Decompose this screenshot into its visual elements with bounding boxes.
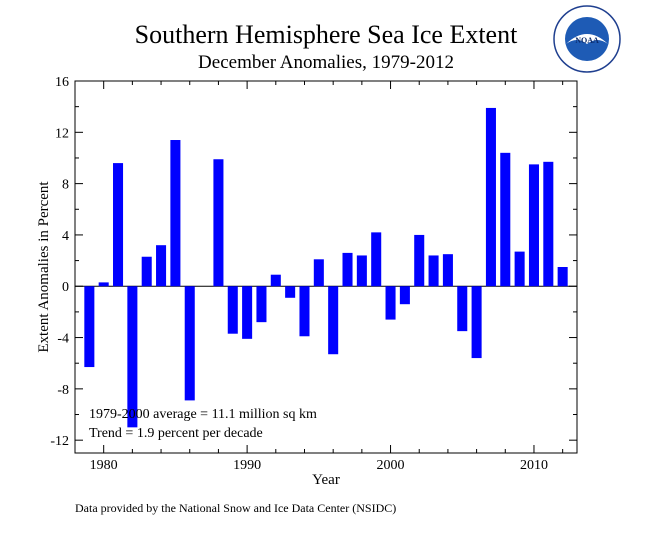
bar-2010 bbox=[528, 164, 539, 287]
x-tick-label-2010: 2010 bbox=[520, 458, 548, 473]
bar-2002 bbox=[414, 234, 425, 287]
y-tick-label-12: 12 bbox=[55, 126, 69, 141]
bar-1993 bbox=[285, 286, 296, 298]
bar-2001 bbox=[399, 286, 410, 305]
y-tick-label--4: -4 bbox=[57, 332, 69, 347]
bar-1986 bbox=[184, 286, 195, 401]
bar-2008 bbox=[500, 152, 511, 287]
bar-1994 bbox=[299, 286, 310, 337]
trend-annotation: Trend = 1.9 percent per decade bbox=[89, 426, 263, 441]
bar-2009 bbox=[514, 251, 525, 287]
bar-1981 bbox=[113, 163, 124, 287]
bar-1982 bbox=[127, 286, 138, 428]
y-tick-label-16: 16 bbox=[55, 75, 69, 90]
bar-1992 bbox=[270, 274, 281, 287]
bar-2000 bbox=[385, 286, 396, 320]
bar-1999 bbox=[371, 232, 382, 287]
bar-1998 bbox=[356, 255, 367, 287]
logo-text: NOAA bbox=[575, 36, 599, 45]
chart-subtitle: December Anomalies, 1979-2012 bbox=[198, 52, 454, 73]
bar-1980 bbox=[98, 282, 109, 287]
bar-2003 bbox=[428, 255, 439, 287]
data-credit: Data provided by the National Snow and I… bbox=[75, 501, 396, 515]
bars-group bbox=[84, 107, 568, 428]
x-tick-label-1990: 1990 bbox=[233, 458, 261, 473]
y-axis-label: Extent Anomalies in Percent bbox=[36, 181, 52, 353]
bar-2007 bbox=[485, 107, 496, 287]
x-axis-ticks: 1980 1990 2000 2010 bbox=[74, 81, 564, 473]
x-tick-label-1980: 1980 bbox=[90, 458, 118, 473]
bar-1990 bbox=[242, 286, 253, 339]
logo-bird-icon bbox=[566, 34, 608, 44]
y-tick-label--8: -8 bbox=[57, 383, 69, 398]
bar-1984 bbox=[156, 245, 167, 287]
y-tick-label-8: 8 bbox=[62, 178, 69, 193]
x-tick-label-2000: 2000 bbox=[377, 458, 405, 473]
bar-1996 bbox=[328, 286, 339, 355]
x-axis-label: Year bbox=[312, 472, 340, 488]
bar-1988 bbox=[213, 159, 224, 287]
y-axis-ticks: 16 12 8 4 0 -4 -8 -12 bbox=[50, 75, 577, 449]
bar-2006 bbox=[471, 286, 482, 359]
bar-1989 bbox=[227, 286, 238, 334]
bar-1991 bbox=[256, 286, 267, 323]
y-tick-label--12: -12 bbox=[50, 434, 69, 449]
bar-1979 bbox=[84, 286, 95, 368]
plot-frame bbox=[74, 80, 578, 454]
y-tick-label-4: 4 bbox=[62, 229, 69, 244]
noaa-logo: NOAA bbox=[553, 5, 621, 73]
bar-1995 bbox=[313, 259, 324, 287]
y-tick-label-0: 0 bbox=[62, 280, 69, 295]
bar-2012 bbox=[557, 267, 568, 287]
chart-title: Southern Hemisphere Sea Ice Extent bbox=[135, 20, 518, 49]
average-annotation: 1979-2000 average = 11.1 million sq km bbox=[89, 407, 317, 422]
bar-2005 bbox=[457, 286, 468, 332]
bar-1983 bbox=[141, 256, 152, 287]
bar-1985 bbox=[170, 140, 181, 287]
bar-1997 bbox=[342, 252, 353, 287]
bar-2004 bbox=[442, 254, 453, 287]
bar-2011 bbox=[543, 161, 554, 287]
